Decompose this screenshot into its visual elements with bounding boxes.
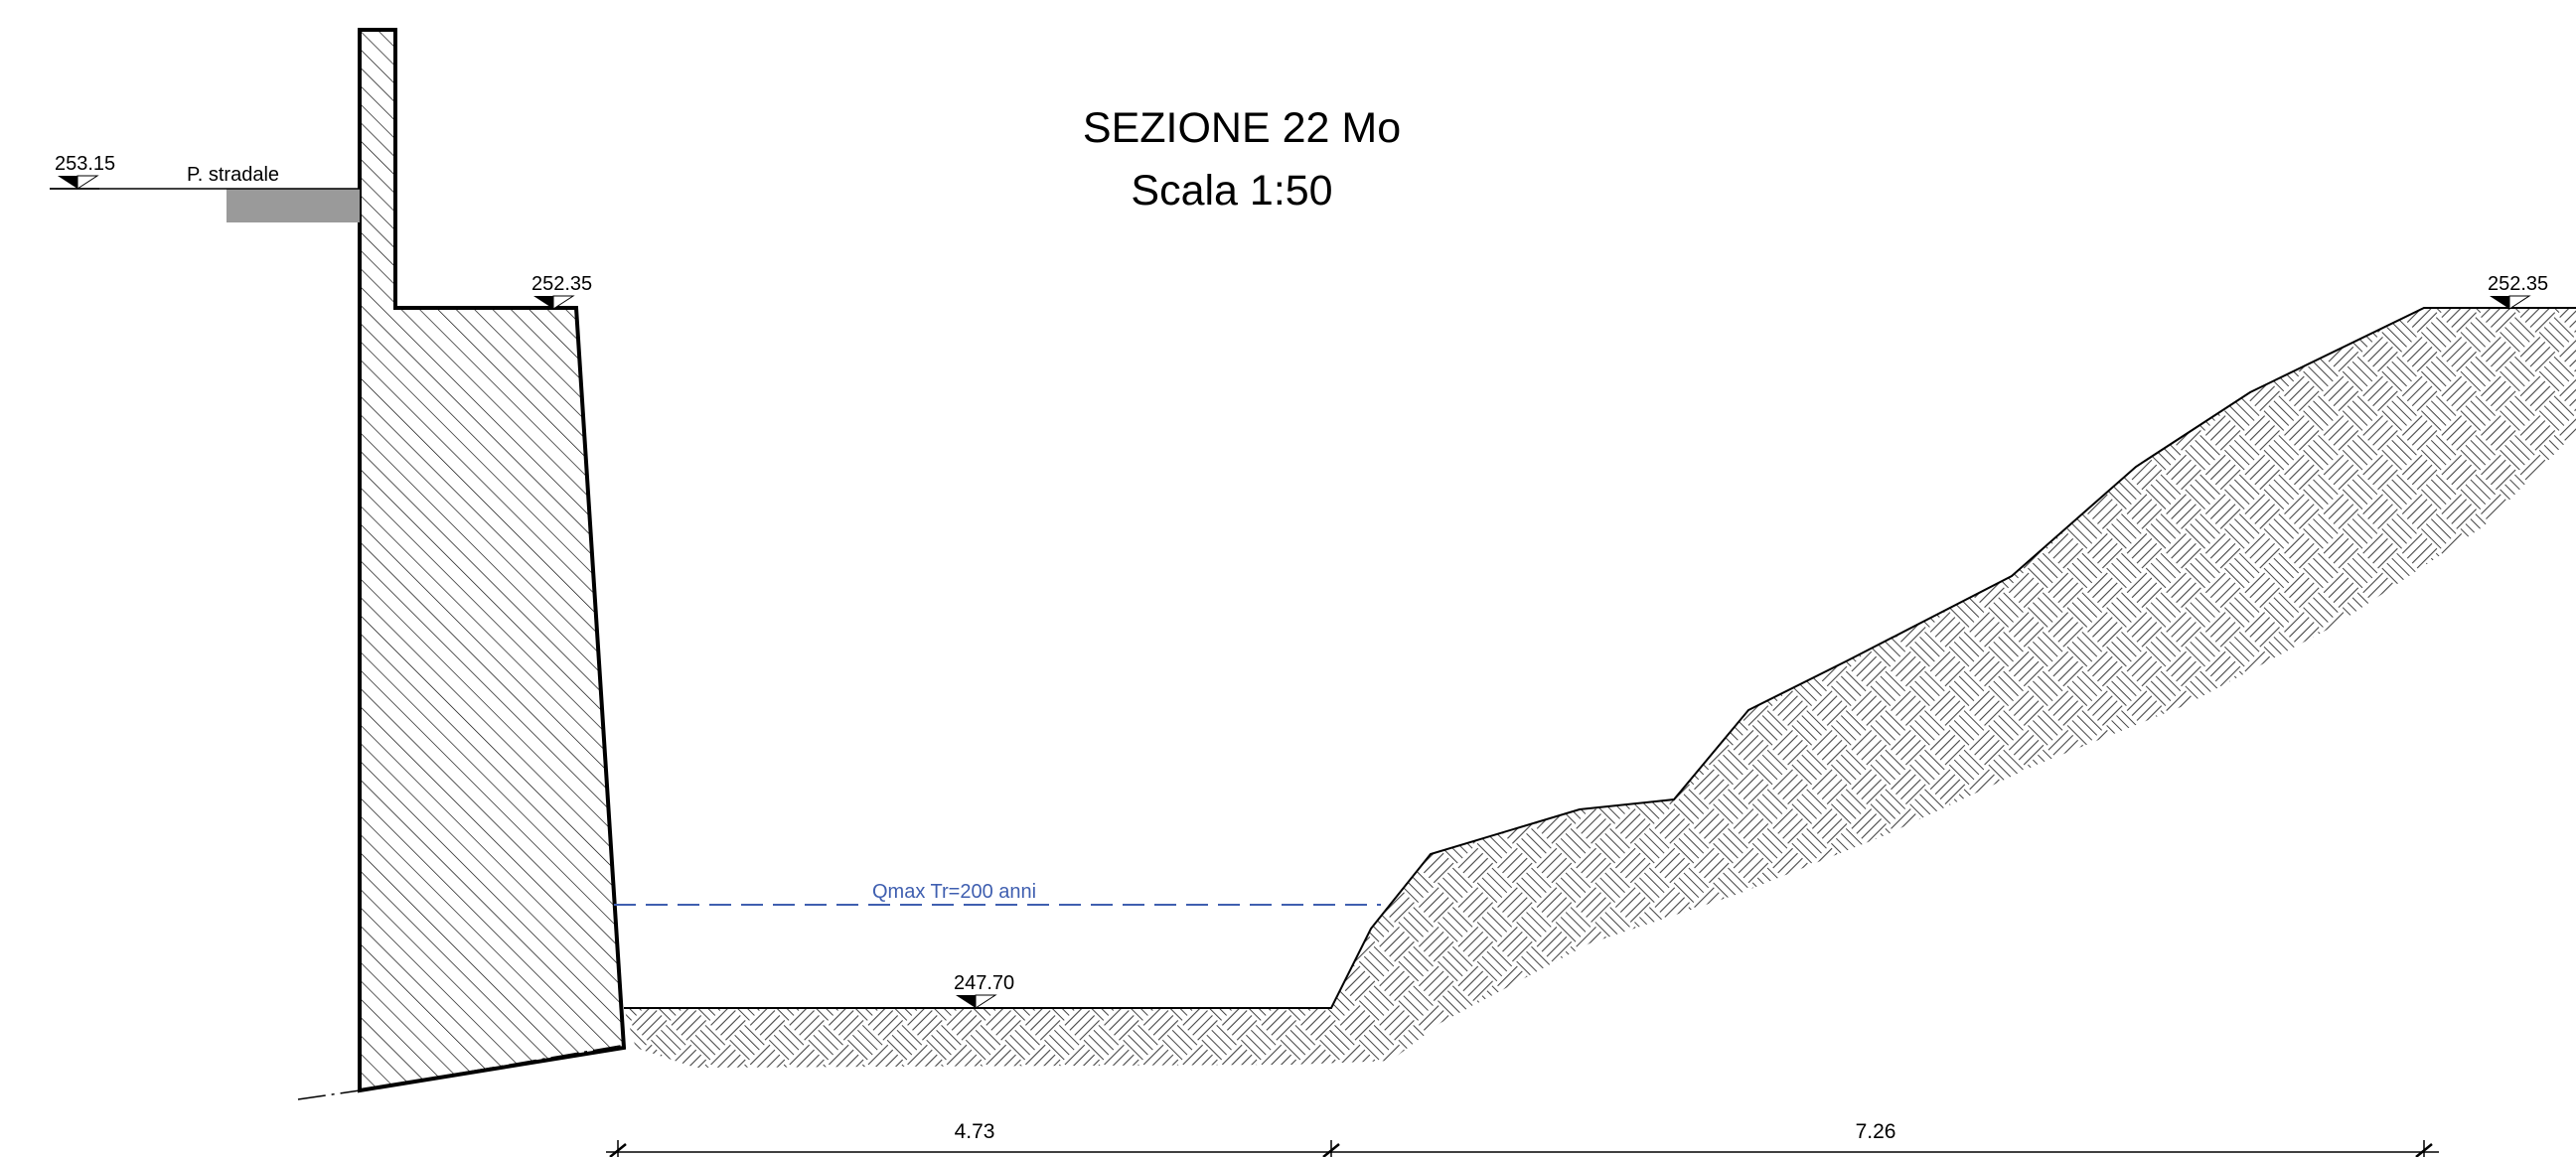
elevation-marker-bed: [956, 994, 997, 1009]
bank-soil: [624, 308, 2576, 1068]
elevation-marker-bank-top: [2490, 295, 2531, 310]
retaining-wall: [358, 28, 627, 1093]
channel-width-dimension: 4.73: [955, 1120, 995, 1143]
dimension-line: [606, 1140, 2439, 1157]
road-slab: [227, 189, 360, 222]
section-title: SEZIONE 22 Mo: [1083, 104, 1401, 152]
wall-top-elevation-label: 252.35: [531, 273, 592, 295]
elevation-marker-wall-top: [533, 295, 575, 310]
elevation-marker-road: [50, 175, 99, 190]
bank-profile: [624, 307, 2576, 1009]
road-elevation-label: 253.15: [55, 153, 115, 175]
flood-level-label: Qmax Tr=200 anni: [872, 881, 1036, 903]
scale-label: Scala 1:50: [1131, 167, 1332, 215]
foundation-ground-line: [297, 1044, 627, 1100]
road-label: P. stradale: [187, 164, 279, 186]
bank-width-dimension: 7.26: [1856, 1120, 1896, 1143]
bank-top-elevation-label: 252.35: [2488, 273, 2548, 295]
bed-elevation-label: 247.70: [954, 972, 1014, 994]
